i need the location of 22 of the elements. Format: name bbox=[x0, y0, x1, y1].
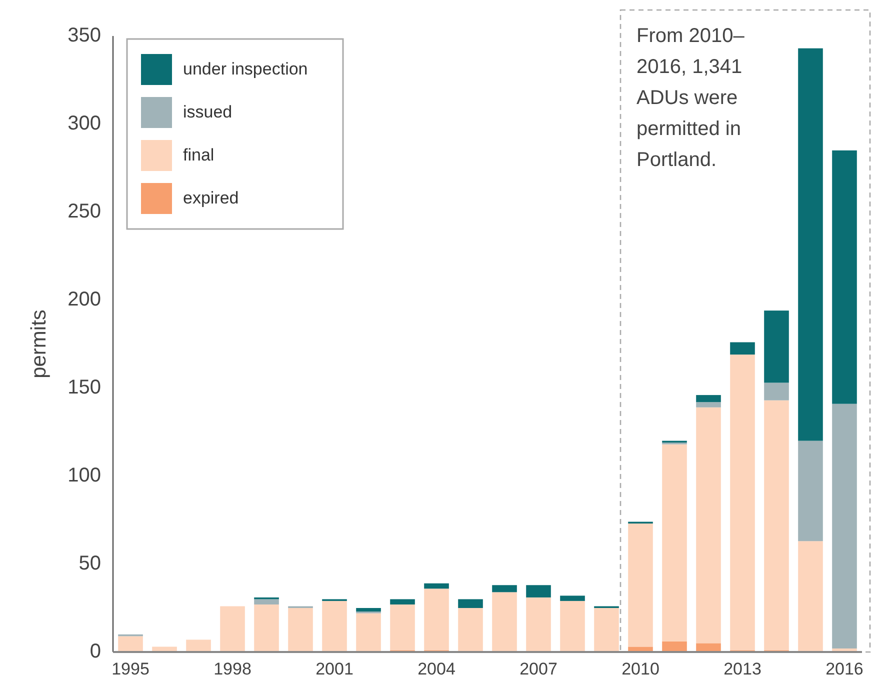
y-tick-label: 150 bbox=[68, 376, 101, 398]
x-tick-label: 1995 bbox=[112, 659, 150, 678]
legend-label: final bbox=[183, 145, 214, 164]
y-tick-label: 0 bbox=[90, 640, 101, 662]
legend-label: issued bbox=[183, 102, 232, 122]
x-tick-label: 1998 bbox=[214, 659, 252, 678]
y-tick-label: 300 bbox=[68, 112, 101, 134]
x-tick-label: 2016 bbox=[826, 659, 864, 678]
y-axis-title: permits bbox=[28, 310, 51, 378]
legend-label: under inspection bbox=[183, 59, 308, 78]
y-tick-label: 100 bbox=[68, 464, 101, 486]
annotation: From 2010–2016, 1,341 ADUs were permitted in Portland. bbox=[636, 25, 746, 171]
y-tick-label: 200 bbox=[68, 288, 101, 310]
y-tick-label: 50 bbox=[78, 552, 101, 574]
x-tick-label: 2010 bbox=[622, 659, 660, 678]
x-tick-label: 2001 bbox=[316, 659, 354, 678]
x-tick-label: 2007 bbox=[520, 659, 558, 678]
y-tick-label: 350 bbox=[68, 24, 101, 46]
legend-label: expired bbox=[183, 188, 239, 208]
x-tick-label: 2013 bbox=[724, 659, 762, 678]
y-tick-label: 250 bbox=[68, 200, 101, 222]
x-tick-label: 2004 bbox=[418, 659, 456, 678]
